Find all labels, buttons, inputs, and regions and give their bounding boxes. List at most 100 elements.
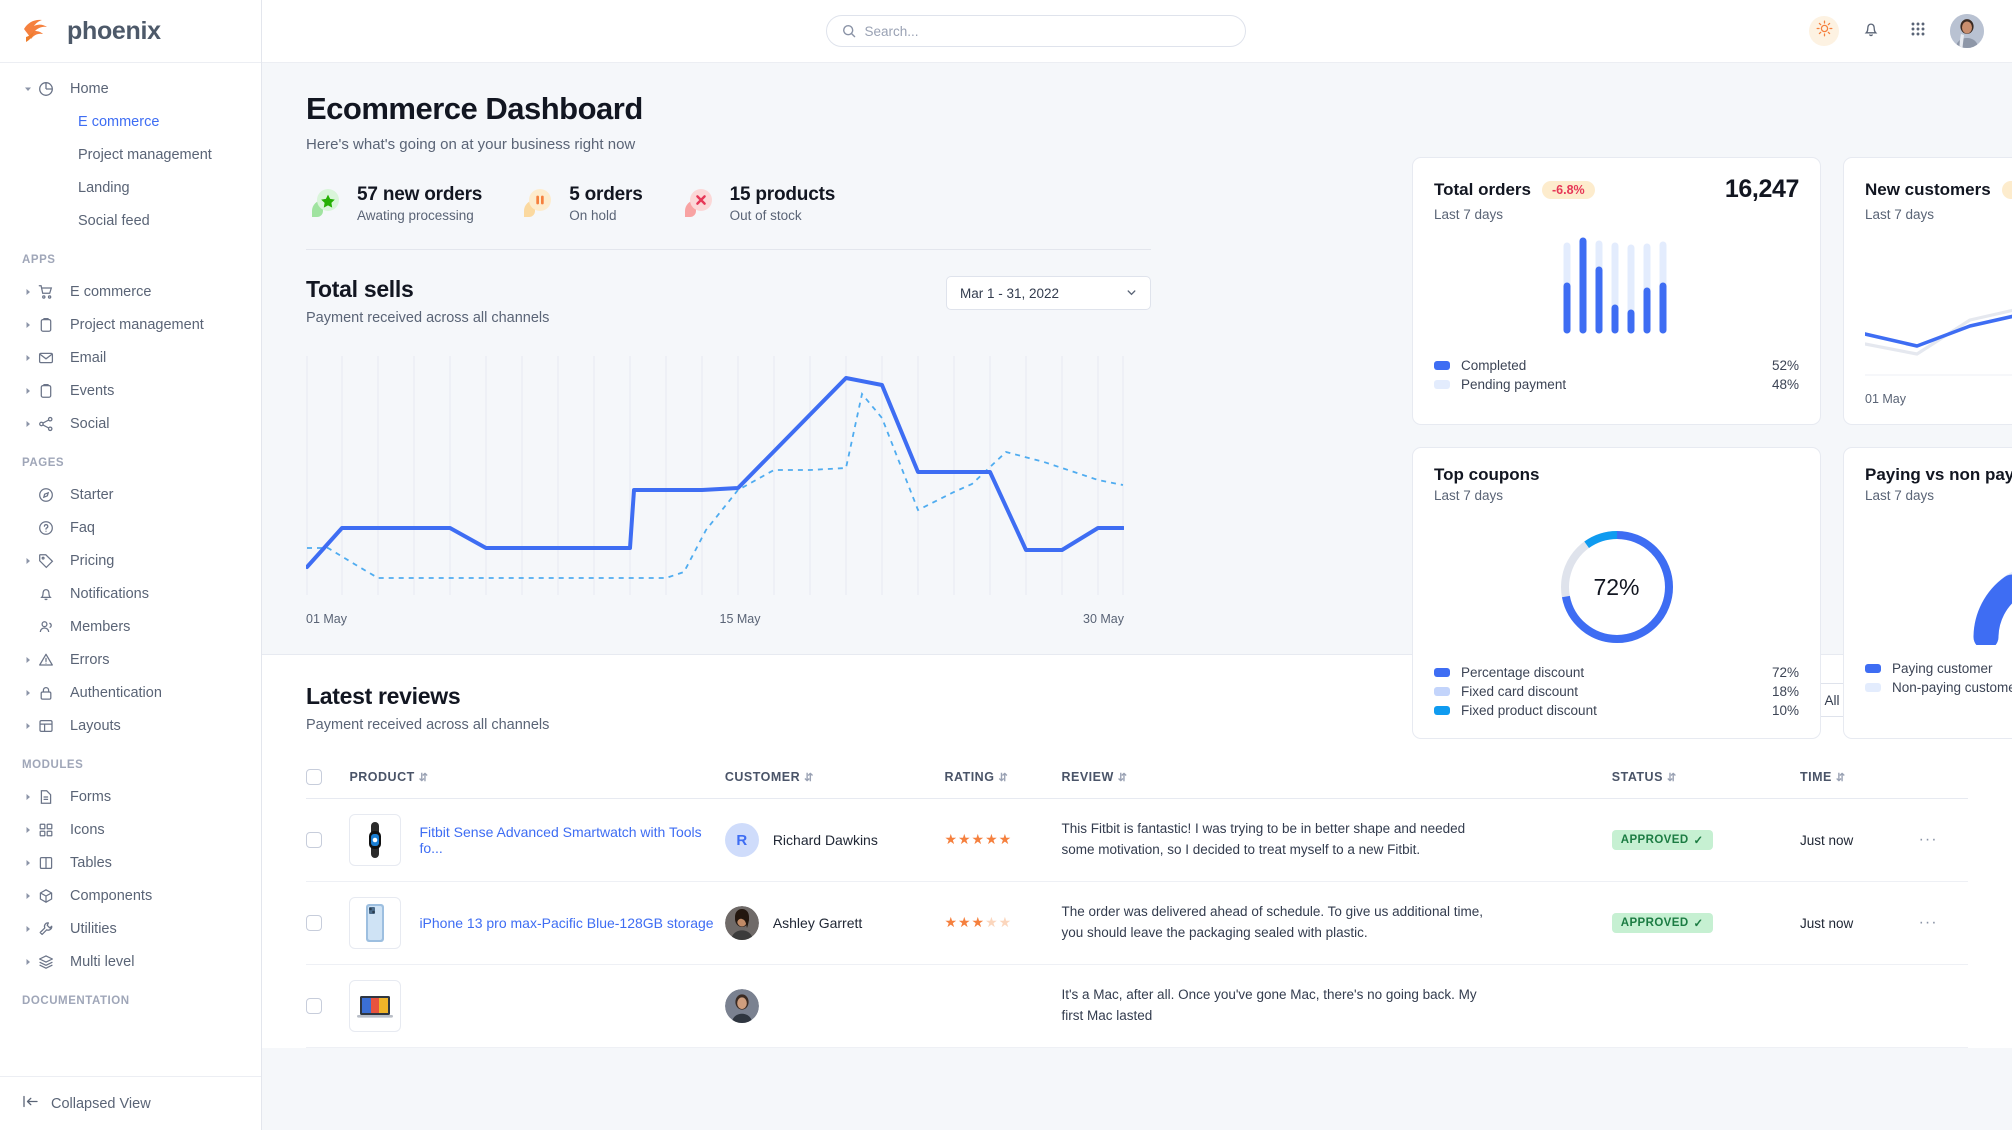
brand[interactable]: phoenix: [0, 0, 261, 63]
sidebar-item-label: E commerce: [70, 283, 152, 300]
legend-value: 18%: [1771, 684, 1799, 699]
select-all-checkbox[interactable]: [306, 769, 322, 785]
collapsed-view-label: Collapsed View: [51, 1095, 151, 1112]
notifications-button[interactable]: [1856, 16, 1886, 46]
main-area: Ecommerce Dashboard Here's what's going …: [262, 0, 2012, 1130]
avatar: [724, 989, 759, 1023]
row-review-cell: It's a Mac, after all. Once you've gone …: [1061, 964, 1612, 1048]
sidebar-item-apps-email[interactable]: Email: [0, 341, 261, 374]
sidebar-item-label: Utilities: [70, 920, 117, 937]
row-checkbox[interactable]: [306, 832, 322, 848]
paying-gauge: [1865, 503, 2012, 653]
row-actions-cell: ···: [1918, 881, 1968, 965]
sidebar-item-label: Project management: [70, 316, 204, 333]
row-actions-cell: ···: [1918, 798, 1968, 882]
top-coupons-donut-svg: [1560, 531, 1673, 643]
sort-icon: ⇵: [998, 772, 1009, 784]
phoenix-bird-logo-icon: [22, 16, 56, 46]
th-label: RATING: [944, 770, 995, 784]
legend-swatch: [1434, 706, 1450, 715]
sidebar-item-components[interactable]: Components: [0, 879, 261, 912]
clipboard-icon: [38, 316, 60, 334]
sidebar-item-forms[interactable]: Forms: [0, 780, 261, 813]
th-product[interactable]: PRODUCT ⇵: [349, 759, 725, 799]
new-customers-svg: [1863, 308, 2012, 376]
legend-label: Pending payment: [1461, 377, 1567, 392]
check-icon: ✓: [1693, 835, 1704, 847]
card-new-customers: New customers +26.5% 356 Last 7 days: [1843, 157, 2012, 425]
quick-stat-caption: On hold: [569, 207, 617, 223]
sidebar-item-utilities[interactable]: Utilities: [0, 912, 261, 945]
card-legend: Completed 52% Pending payment 48%: [1434, 356, 1799, 394]
row-more-button[interactable]: ···: [1918, 831, 1938, 848]
date-range-select[interactable]: Mar 1 - 31, 2022: [946, 276, 1151, 310]
sidebar-item-starter[interactable]: Starter: [0, 478, 261, 511]
sidebar-item-apps-social[interactable]: Social: [0, 407, 261, 440]
quick-stat-value: 57 new orders: [357, 183, 483, 205]
legend-item: Non-paying customer 70%: [1865, 678, 2012, 697]
th-review[interactable]: REVIEW ⇵: [1061, 759, 1612, 799]
row-select-cell: [306, 881, 350, 965]
sidebar-item-label: Starter: [70, 486, 114, 503]
quick-stats: 57 new orders Awating processing: [306, 183, 1151, 223]
th-label: STATUS: [1611, 770, 1663, 784]
tag-icon: [38, 552, 60, 570]
nine-dots-grid-icon: [1909, 20, 1927, 43]
th-label: TIME: [1800, 770, 1832, 784]
total-sells-xaxis: 01 May 15 May 30 May: [306, 612, 1124, 626]
theme-toggle-button[interactable]: [1809, 16, 1839, 46]
status-badge: +26.5%: [2001, 180, 2012, 199]
sidebar-item-home[interactable]: Home: [0, 72, 261, 105]
apps-grid-button[interactable]: [1903, 16, 1933, 46]
product-link[interactable]: iPhone 13 pro max-Pacific Blue-128GB sto…: [419, 915, 714, 931]
total-sells-section: Total sells Payment received across all …: [262, 250, 1195, 626]
th-time[interactable]: TIME ⇵: [1800, 759, 1919, 799]
legend-label: Non-paying customer: [1892, 680, 2012, 695]
reviews-table: PRODUCT ⇵ CUSTOMER ⇵ RATING ⇵ REVIEW ⇵ STATU…: [306, 759, 1968, 1048]
row-review-cell: The order was delivered ahead of schedul…: [1061, 881, 1612, 965]
sidebar-item-notifications[interactable]: Notifications: [0, 577, 261, 610]
sidebar-item-layouts[interactable]: Layouts: [0, 709, 261, 742]
sidebar-item-social-feed[interactable]: Social feed: [0, 204, 261, 237]
sidebar-item-apps-project-management[interactable]: Project management: [0, 308, 261, 341]
sidebar-item-tables[interactable]: Tables: [0, 846, 261, 879]
th-status[interactable]: STATUS ⇵: [1611, 759, 1801, 799]
quick-stat-out-of-stock: 15 products Out of stock: [679, 183, 872, 223]
sidebar-item-label: Faq: [70, 519, 95, 536]
sidebar: phoenix Home E commerce Project manageme…: [0, 0, 262, 1130]
sidebar-item-errors[interactable]: Errors: [0, 643, 261, 676]
th-rating[interactable]: RATING ⇵: [944, 759, 1062, 799]
warning-triangle-icon: [38, 651, 60, 669]
sidebar-item-faq[interactable]: Faq: [0, 511, 261, 544]
search-input[interactable]: [864, 23, 1230, 39]
th-label: REVIEW: [1061, 770, 1114, 784]
sidebar-item-pricing[interactable]: Pricing: [0, 544, 261, 577]
sidebar-subitem-label: Landing: [78, 179, 130, 196]
sidebar-item-multi-level[interactable]: Multi level: [0, 945, 261, 978]
user-avatar[interactable]: [1950, 14, 1984, 48]
sidebar-item-apps-ecommerce[interactable]: E commerce: [0, 275, 261, 308]
avatar: [724, 906, 759, 940]
sidebar-item-project-management[interactable]: Project management: [0, 138, 261, 171]
product-link[interactable]: Fitbit Sense Advanced Smartwatch with To…: [419, 824, 702, 856]
sidebar-item-authentication[interactable]: Authentication: [0, 676, 261, 709]
global-search[interactable]: [825, 15, 1246, 47]
review-text: It's a Mac, after all. Once you've gone …: [1061, 987, 1477, 1023]
row-more-button[interactable]: ···: [1918, 914, 1938, 931]
rating-stars: ★★★★★: [944, 831, 1013, 847]
sidebar-item-label: Tables: [70, 854, 112, 871]
row-checkbox[interactable]: [306, 915, 322, 931]
sidebar-item-landing[interactable]: Landing: [0, 171, 261, 204]
shopping-cart-icon: [38, 283, 60, 301]
collapsed-view-toggle[interactable]: Collapsed View: [0, 1076, 261, 1130]
sidebar-item-apps-events[interactable]: Events: [0, 374, 261, 407]
row-checkbox[interactable]: [306, 998, 322, 1014]
chevron-right-icon: [22, 857, 34, 869]
sidebar-item-icons[interactable]: Icons: [0, 813, 261, 846]
sidebar-item-ecommerce[interactable]: E commerce: [0, 105, 261, 138]
sidebar-item-label: Email: [70, 349, 107, 366]
th-customer[interactable]: CUSTOMER ⇵: [724, 759, 945, 799]
card-title: New customers: [1865, 179, 1991, 199]
sidebar-item-members[interactable]: Members: [0, 610, 261, 643]
row-product-cell: MacBook Pro: [349, 964, 725, 1048]
